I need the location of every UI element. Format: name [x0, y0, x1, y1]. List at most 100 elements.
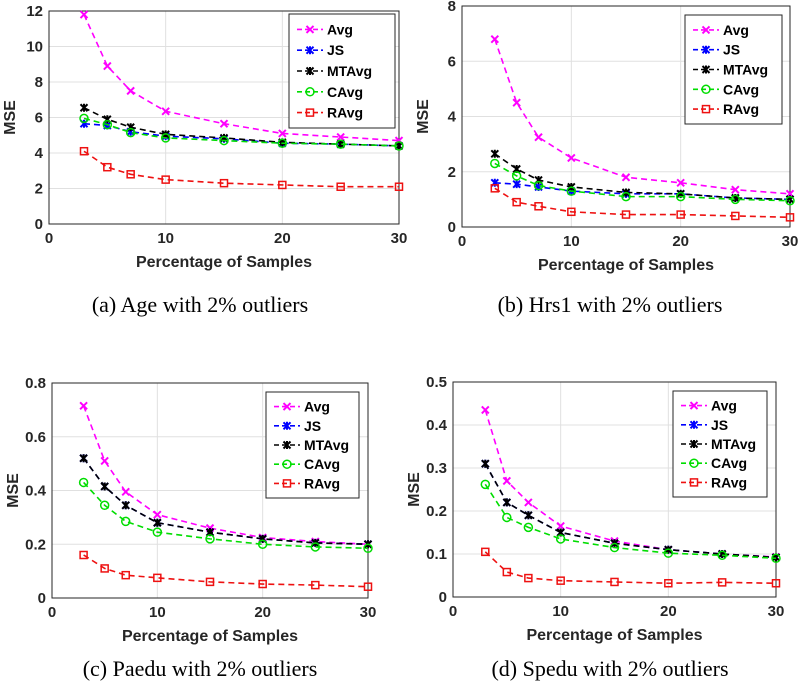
data-point: [663, 548, 674, 558]
y-tick-label: 0: [35, 216, 43, 233]
data-point: [257, 539, 268, 549]
series-line: [494, 153, 791, 201]
data-point: [676, 210, 685, 219]
data-point: [481, 405, 490, 415]
y-tick-label: 8: [448, 0, 456, 15]
y-axis-label: MSE: [415, 99, 432, 134]
data-point: [771, 578, 781, 588]
legend-marker: [689, 401, 699, 410]
data-point: [103, 162, 112, 172]
legend-label: JS: [327, 42, 344, 58]
series-CAvg: [79, 113, 404, 151]
y-tick-label: 0.6: [25, 429, 46, 446]
subplot-caption: (b) Hrs1 with 2% outliers: [498, 292, 723, 317]
data-point: [99, 500, 110, 511]
legend-marker: [701, 25, 711, 35]
data-point: [103, 61, 112, 71]
y-tick-label: 0.2: [426, 503, 447, 520]
x-tick-label: 0: [48, 604, 56, 621]
legend-marker: [689, 420, 699, 430]
data-point: [363, 582, 373, 591]
y-tick-label: 0.4: [25, 483, 47, 500]
x-axis-label: Percentage of Samples: [538, 257, 714, 274]
data-point: [481, 547, 490, 557]
legend-marker: [701, 84, 711, 95]
data-point: [160, 133, 171, 143]
data-point: [161, 175, 170, 184]
legend-label: RAvg: [304, 475, 340, 491]
data-point: [502, 498, 512, 507]
legend: Avg JS MTAvg CAvg RAvg: [265, 391, 360, 499]
axes-box: [51, 382, 369, 599]
y-tick-label: 8: [35, 74, 43, 91]
data-point: [512, 179, 521, 189]
y-tick-label: 0.4: [426, 417, 448, 434]
data-point: [490, 149, 500, 159]
data-point: [278, 129, 287, 138]
data-point: [79, 401, 88, 411]
data-point: [481, 459, 490, 468]
subplot-b: 0 10 20 30 0 2 4 6 8 Percentage of Samples MSE Avg J…: [415, 0, 798, 317]
legend-label: CAvg: [711, 455, 747, 471]
legend: Avg JS MTAvg CAvg RAvg: [684, 14, 783, 125]
data-point: [125, 127, 136, 138]
data-point: [161, 107, 170, 116]
legend-label: JS: [723, 42, 740, 58]
legend: Avg JS MTAvg CAvg RAvg: [288, 13, 396, 129]
data-point: [502, 567, 512, 577]
legend-label: RAvg: [327, 105, 363, 121]
data-point: [511, 171, 522, 181]
data-point: [102, 119, 113, 130]
x-tick-label: 0: [45, 230, 53, 247]
data-point: [609, 542, 620, 553]
y-tick-label: 0: [439, 589, 447, 606]
data-point: [512, 98, 521, 107]
data-point: [258, 579, 267, 589]
legend-marker: [305, 25, 315, 34]
subplot-d: 0 10 20 30 0 0.1 0.2 0.3 0.4 0.5 Percentage of Sam…: [406, 374, 784, 681]
data-point: [79, 454, 88, 463]
data-point: [785, 213, 795, 222]
data-point: [523, 522, 534, 533]
data-point: [534, 133, 543, 142]
data-point: [100, 482, 109, 491]
series-line: [83, 554, 369, 588]
y-tick-label: 4: [35, 145, 44, 162]
legend-label: Avg: [327, 21, 353, 37]
legend-label: JS: [711, 417, 728, 433]
x-tick-label: 10: [552, 603, 569, 620]
y-tick-label: 10: [26, 39, 43, 56]
subplot-caption: (c) Paedu with 2% outliers: [83, 656, 318, 681]
data-point: [278, 180, 287, 190]
x-tick-label: 0: [449, 603, 457, 620]
x-tick-label: 30: [782, 233, 799, 250]
data-point: [664, 578, 673, 588]
series-line: [83, 122, 400, 147]
data-point: [335, 139, 346, 149]
data-point: [621, 191, 631, 202]
legend-marker: [305, 66, 315, 76]
legend-marker: [305, 45, 315, 55]
legend-label: Avg: [723, 22, 749, 38]
data-point: [219, 119, 229, 128]
data-point: [205, 534, 215, 544]
data-point: [153, 510, 162, 519]
data-point: [79, 103, 89, 112]
legend-label: MTAvg: [327, 63, 372, 79]
data-point: [490, 34, 500, 44]
legend-label: MTAvg: [711, 436, 756, 452]
legend-label: JS: [304, 418, 321, 434]
data-point: [394, 141, 404, 151]
x-axis-label: Percentage of Samples: [526, 627, 702, 644]
data-point: [311, 580, 320, 590]
data-point: [717, 550, 727, 561]
data-point: [100, 564, 109, 573]
series-line: [484, 463, 777, 559]
series-RAvg: [79, 146, 404, 191]
series-Avg: [79, 10, 404, 145]
data-point: [79, 550, 88, 560]
x-tick-label: 20: [254, 604, 271, 621]
data-point: [100, 456, 109, 466]
data-point: [121, 570, 130, 580]
